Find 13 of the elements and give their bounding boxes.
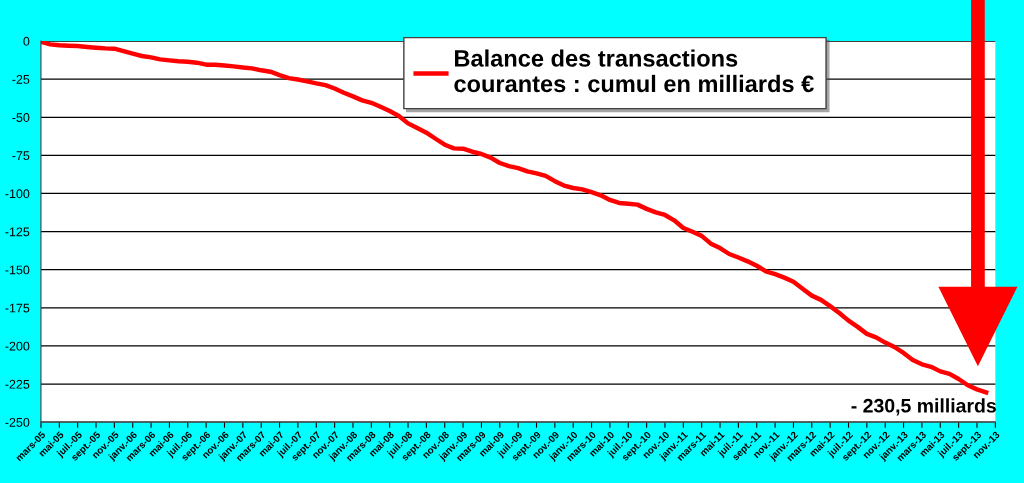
y-tick-label: -175 [5, 303, 30, 313]
y-tick-label: -200 [5, 341, 30, 351]
y-tick-label: -150 [5, 265, 30, 275]
y-tick-label: -250 [5, 417, 30, 427]
y-tick-label: -50 [12, 113, 30, 122]
y-tick-label: 0 [23, 36, 30, 46]
y-tick-label: -225 [5, 379, 30, 389]
legend-label: Balance des transactions courantes : cumul en milliards € [454, 49, 814, 93]
line-series [40, 41, 989, 395]
y-tick-label: -25 [12, 74, 30, 84]
y-tick-label: -75 [12, 151, 30, 161]
y-tick-label: -125 [5, 227, 30, 237]
y-tick-label: -100 [5, 189, 30, 199]
